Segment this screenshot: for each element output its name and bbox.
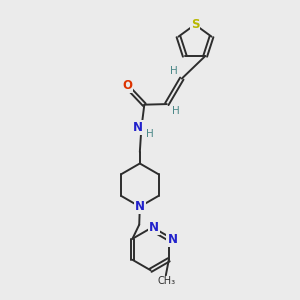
- Text: H: H: [169, 66, 177, 76]
- Text: N: N: [167, 233, 177, 246]
- Text: N: N: [135, 200, 145, 213]
- Text: O: O: [122, 79, 132, 92]
- Text: N: N: [133, 121, 143, 134]
- Text: H: H: [172, 106, 180, 116]
- Text: N: N: [148, 221, 159, 234]
- Text: H: H: [146, 129, 154, 139]
- Text: CH₃: CH₃: [158, 276, 175, 286]
- Text: S: S: [191, 17, 199, 31]
